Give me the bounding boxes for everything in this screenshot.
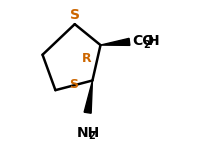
Text: CO: CO	[131, 34, 153, 48]
Text: S: S	[69, 8, 79, 22]
Text: 2: 2	[88, 131, 95, 141]
Polygon shape	[100, 38, 129, 45]
Text: H: H	[147, 34, 159, 48]
Text: 2: 2	[143, 40, 149, 50]
Text: NH: NH	[77, 126, 100, 140]
Polygon shape	[84, 80, 92, 113]
Text: S: S	[68, 78, 77, 91]
Text: R: R	[82, 52, 91, 65]
